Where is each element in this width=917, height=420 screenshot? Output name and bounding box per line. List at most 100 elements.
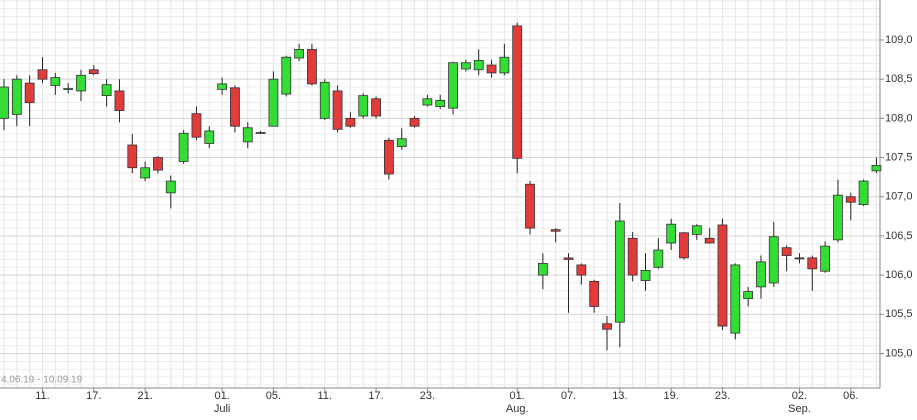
candle-body	[345, 117, 356, 127]
candle-body	[576, 264, 587, 276]
candle-body	[640, 270, 651, 282]
grid	[0, 0, 880, 388]
x-tick-label: 23.	[715, 390, 730, 402]
x-tick-label: 01.	[510, 390, 525, 402]
y-tick-label: 108,0	[885, 112, 913, 124]
x-tick-label: 13.	[612, 390, 627, 402]
candle-body	[332, 90, 343, 130]
candle-body	[319, 81, 330, 119]
candle-body	[525, 183, 535, 229]
candle-body	[756, 261, 766, 288]
x-tick-label: 19.	[664, 390, 679, 402]
candle-body	[537, 262, 548, 276]
x-tick-label: 11.	[35, 390, 49, 402]
candle-body	[550, 229, 561, 232]
candle-body	[614, 220, 625, 323]
candle-body	[230, 87, 240, 127]
candle-body	[563, 257, 574, 260]
y-tick-label: 108,5	[885, 73, 913, 85]
candle-body	[281, 56, 292, 95]
candle-body	[114, 90, 125, 111]
candles	[0, 22, 882, 351]
candle-body	[730, 264, 741, 334]
candle-body	[691, 225, 702, 235]
candle-body	[473, 59, 484, 71]
candle-body	[204, 130, 215, 144]
candle-body	[422, 98, 433, 106]
candle-body	[512, 25, 523, 159]
x-tick-label: 17.	[86, 390, 101, 402]
candle-body	[833, 194, 843, 241]
candle-body	[140, 167, 151, 179]
candle-body	[820, 245, 831, 272]
candle-body	[435, 99, 446, 108]
candle-body	[127, 144, 138, 169]
y-tick-label: 109,0	[885, 34, 913, 46]
candle-body	[858, 180, 869, 205]
candle-body	[255, 132, 266, 134]
date-range: 4.06.19 - 10.09.19	[1, 375, 83, 386]
x-tick-label: 07.	[561, 390, 576, 402]
x-tick-label: 21.	[137, 390, 152, 402]
candle-body	[358, 95, 369, 117]
x-tick-label: 05.	[266, 390, 281, 402]
candle-body	[217, 83, 228, 90]
candle-body	[396, 138, 407, 147]
x-tick-label: 11.	[318, 390, 332, 402]
candle-body	[743, 291, 754, 300]
candle-body	[242, 127, 253, 143]
candle-body	[653, 249, 664, 268]
candle-body	[781, 247, 792, 256]
candle-body	[589, 280, 600, 307]
candle-body	[717, 224, 728, 327]
candle-body	[794, 257, 805, 260]
candle-body	[268, 78, 279, 127]
candle-body	[627, 237, 638, 276]
candle-body	[845, 196, 856, 203]
candle-body	[63, 88, 74, 90]
candle-body	[191, 113, 202, 138]
candle-body	[76, 74, 86, 92]
candle-body	[88, 69, 99, 75]
candle-body	[371, 98, 381, 117]
y-tick-label: 105,5	[885, 308, 913, 320]
candle-body	[24, 82, 35, 104]
x-tick-sublabel: Aug.	[506, 403, 529, 415]
x-tick-label: 02.	[792, 390, 807, 402]
candle-body	[383, 139, 394, 175]
y-tick-label: 105,0	[885, 347, 913, 359]
candle-body	[11, 78, 22, 115]
candle-body	[871, 164, 882, 172]
x-tick-label: 17.	[368, 390, 383, 402]
x-tick-label: 06.	[843, 390, 858, 402]
candle-body	[50, 77, 61, 86]
y-tick-label: 107,0	[885, 191, 913, 203]
candle-body	[448, 62, 458, 109]
x-tick-sublabel: Sep.	[788, 403, 811, 415]
candle-body	[294, 48, 304, 59]
y-tick-label: 106,5	[885, 230, 913, 242]
candle-body	[704, 237, 715, 244]
candle-body	[409, 117, 420, 127]
candle-body	[666, 223, 677, 244]
candle-body	[307, 48, 317, 85]
candle-body	[486, 64, 497, 74]
candle-body	[178, 132, 189, 162]
candle-body	[165, 180, 176, 194]
candle-body	[602, 323, 612, 330]
candle-body	[37, 69, 48, 80]
x-tick-sublabel: Juli	[214, 403, 231, 415]
candle-body	[768, 236, 779, 284]
y-tick-label: 107,5	[885, 151, 913, 163]
x-tick-label: 23.	[420, 390, 435, 402]
x-tick-label: 01.	[214, 390, 229, 402]
candle-body	[153, 157, 163, 171]
candle-body	[0, 86, 9, 119]
candle-body	[499, 56, 510, 74]
candle-body	[679, 232, 689, 259]
candle-body	[101, 84, 112, 97]
candle-body	[807, 257, 818, 270]
candle-body	[460, 62, 471, 70]
